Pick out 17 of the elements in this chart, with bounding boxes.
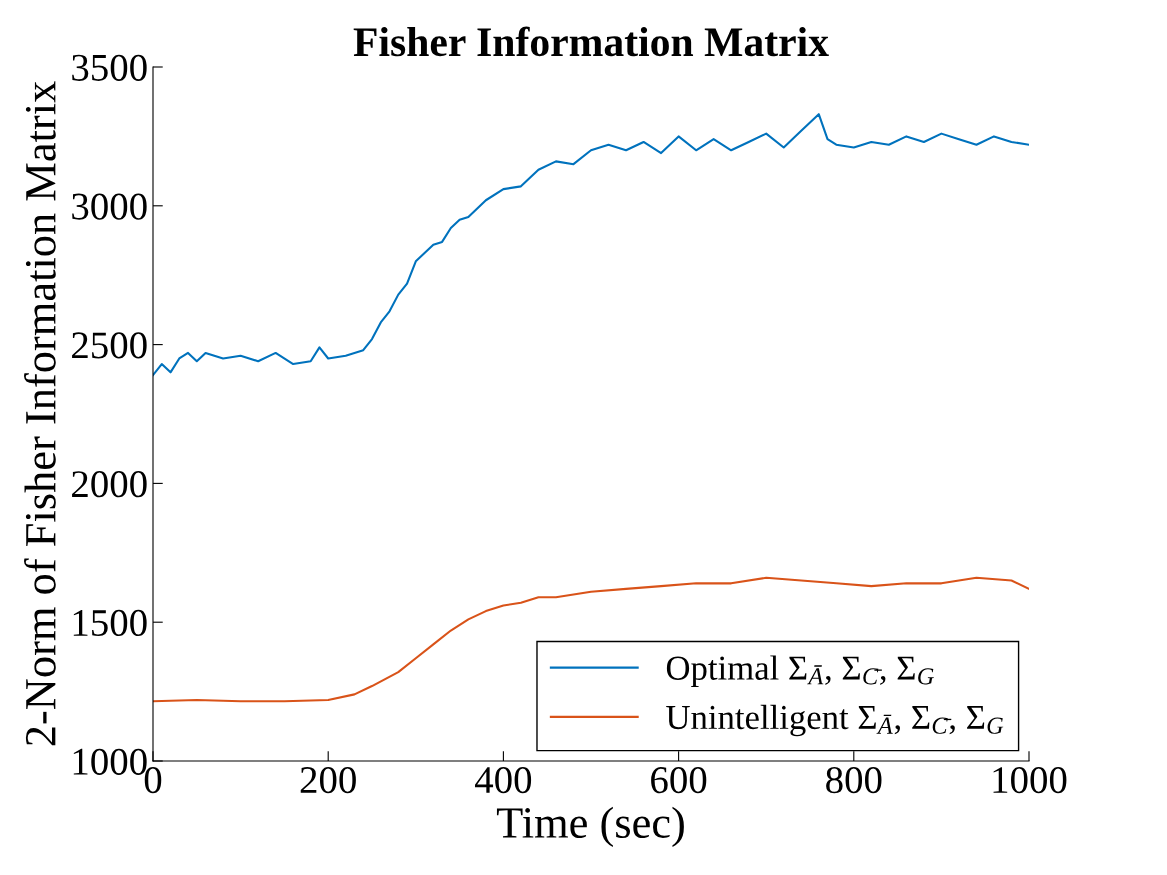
x-tick-label: 400 <box>474 766 532 794</box>
x-tick-label: 1000 <box>993 766 1067 794</box>
y-tick-label: 3000 <box>72 193 147 220</box>
legend-label: Optimal Σ$_{Ā}$, Σ$_{C̄}$, Σ$_{G}$ <box>666 655 934 687</box>
y-axis-title: 2-Norm of Fisher Information Matrix <box>24 81 56 746</box>
legend-label: Unintelligent Σ$_{Ā}$, Σ$_{C̄}$, Σ$_{G}$ <box>666 704 1004 737</box>
line-series <box>153 576 1029 703</box>
x-tick-label: 600 <box>651 766 707 794</box>
y-tick-label: 2500 <box>72 332 147 359</box>
line-series <box>153 113 1029 377</box>
chart-title: Fisher Information Matrix <box>353 26 829 57</box>
x-tick-label: 800 <box>826 766 882 794</box>
y-tick-label: 3500 <box>72 54 147 81</box>
y-tick-label: 2000 <box>72 471 147 498</box>
y-tick-label: 1500 <box>73 609 147 637</box>
x-axis-title: Time (sec) <box>496 806 684 847</box>
x-tick-label: 200 <box>300 766 356 794</box>
